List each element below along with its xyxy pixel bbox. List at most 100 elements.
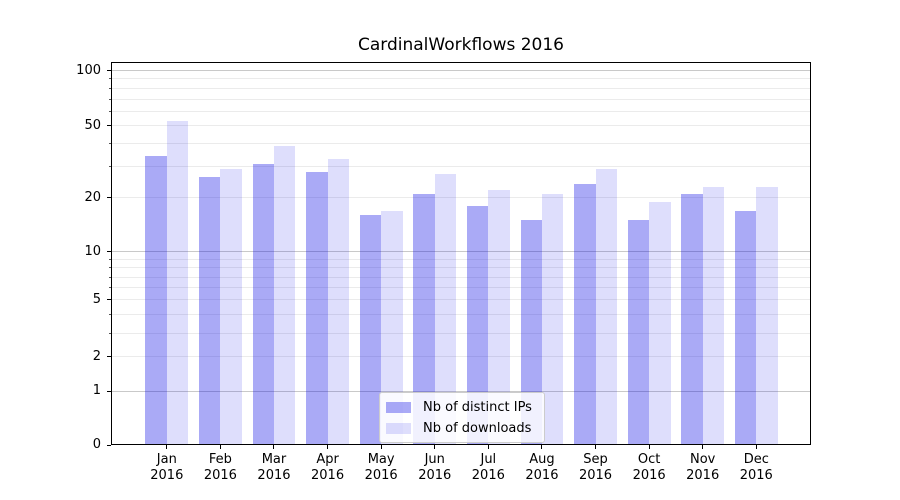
- x-tick-year: 2016: [311, 468, 345, 483]
- plot-area: [111, 62, 811, 445]
- gridline-minor: [111, 110, 811, 112]
- y-tick-mark: [107, 70, 111, 71]
- bar-downloads-jul: [488, 190, 510, 445]
- bar-ips-feb: [198, 177, 221, 445]
- x-tick-year: 2016: [578, 468, 613, 483]
- x-tick-month: Feb: [208, 452, 232, 467]
- bar-downloads-dec: [756, 186, 778, 445]
- x-tick-month: Nov: [690, 452, 716, 467]
- y-minor-tick-mark: [109, 78, 111, 80]
- bar-ips-sep: [574, 183, 596, 445]
- bar-ips-nov: [681, 193, 703, 445]
- gridline-major: [111, 251, 811, 253]
- x-tick-month: Aug: [529, 452, 555, 467]
- y-tick-mark: [107, 125, 111, 127]
- x-tick-label: Mar 2016: [243, 452, 305, 484]
- x-tick-year: 2016: [632, 468, 666, 483]
- gridline-minor: [111, 258, 811, 260]
- bar-ips-oct: [627, 220, 650, 445]
- gridline-minor: [111, 87, 811, 89]
- x-tick-month: Jun: [424, 452, 445, 467]
- gridline-minor: [111, 98, 811, 100]
- x-tick-label: Oct 2016: [618, 452, 680, 484]
- x-tick-month: Jul: [480, 452, 497, 467]
- gridline-minor: [111, 314, 811, 316]
- legend: Nb of distinct IPs Nb of downloads: [379, 392, 545, 443]
- y-tick-mark: [107, 299, 111, 301]
- bar-ips-dec: [734, 210, 757, 445]
- y-tick-label: 1: [92, 383, 101, 399]
- bar-downloads-feb: [220, 168, 242, 445]
- legend-item-distinct-ips: Nb of distinct IPs: [386, 398, 532, 416]
- y-minor-tick-mark: [109, 267, 111, 269]
- gridline-minor: [111, 197, 811, 199]
- x-tick-mark: [327, 445, 329, 449]
- y-minor-tick-mark: [109, 110, 111, 112]
- x-tick-mark: [219, 445, 221, 449]
- y-minor-tick-mark: [109, 87, 111, 89]
- x-tick-mark: [595, 445, 597, 449]
- x-tick-label: Apr 2016: [297, 452, 359, 484]
- bar-downloads-sep: [595, 168, 617, 445]
- x-tick-month: Oct: [637, 452, 661, 467]
- x-tick-mark: [273, 445, 275, 449]
- x-tick-mark: [380, 445, 382, 449]
- legend-swatch-downloads: [386, 422, 411, 434]
- x-tick-mark: [755, 445, 757, 449]
- bar-ips-jul: [466, 206, 489, 445]
- y-tick-mark: [107, 390, 111, 392]
- y-tick-mark: [107, 197, 111, 199]
- gridline-minor: [111, 332, 811, 334]
- y-tick-label: 20: [84, 189, 101, 205]
- bar-ips-apr: [306, 171, 328, 445]
- bar-downloads-mar: [273, 145, 296, 445]
- y-tick-label: 0: [92, 437, 101, 452]
- x-tick-year: 2016: [471, 468, 505, 483]
- legend-swatch-distinct-ips: [386, 401, 411, 413]
- bar-ips-jan: [145, 156, 167, 445]
- x-tick-year: 2016: [686, 468, 720, 483]
- bar-ips-jun: [413, 193, 435, 445]
- legend-label-distinct-ips: Nb of distinct IPs: [423, 399, 532, 415]
- bar-ips-may: [359, 215, 382, 445]
- y-minor-tick-mark: [109, 165, 111, 167]
- legend-label-downloads: Nb of downloads: [423, 420, 532, 436]
- x-tick-year: 2016: [418, 468, 452, 483]
- x-tick-month: Mar: [261, 452, 287, 467]
- y-tick-label: 10: [84, 243, 101, 259]
- x-tick-year: 2016: [739, 468, 773, 483]
- y-tick-mark: [107, 356, 111, 358]
- x-tick-label: Jul 2016: [457, 452, 519, 484]
- x-tick-label: May 2016: [350, 452, 412, 484]
- x-tick-label: Dec 2016: [725, 452, 787, 484]
- y-tick-label: 100: [76, 62, 101, 78]
- y-tick-label: 5: [92, 291, 101, 307]
- x-tick-mark: [648, 445, 650, 449]
- gridline-minor: [111, 143, 811, 145]
- x-tick-month: May: [367, 452, 395, 467]
- x-tick-label: Jun 2016: [404, 452, 466, 484]
- x-tick-month: Sep: [583, 452, 608, 467]
- x-tick-mark: [487, 445, 489, 449]
- y-tick-mark: [107, 444, 111, 446]
- bar-ips-aug: [520, 220, 542, 445]
- bar-downloads-may: [381, 210, 403, 445]
- bar-downloads-jun: [434, 174, 457, 445]
- gridline-minor: [111, 299, 811, 301]
- gridline-minor: [111, 78, 811, 80]
- y-minor-tick-mark: [109, 314, 111, 316]
- x-tick-month: Jan: [156, 452, 177, 467]
- x-tick-month: Dec: [743, 452, 769, 467]
- x-tick-year: 2016: [257, 468, 291, 483]
- y-minor-tick-mark: [109, 276, 111, 278]
- y-minor-tick-mark: [109, 143, 111, 145]
- bar-downloads-aug: [541, 193, 564, 445]
- x-tick-label: Feb 2016: [189, 452, 251, 484]
- gridline-minor: [111, 267, 811, 269]
- legend-item-downloads: Nb of downloads: [386, 419, 532, 437]
- gridline-major: [111, 70, 811, 71]
- x-tick-mark: [541, 445, 543, 449]
- y-tick-mark: [107, 251, 111, 253]
- y-minor-tick-mark: [109, 258, 111, 260]
- y-minor-tick-mark: [109, 332, 111, 334]
